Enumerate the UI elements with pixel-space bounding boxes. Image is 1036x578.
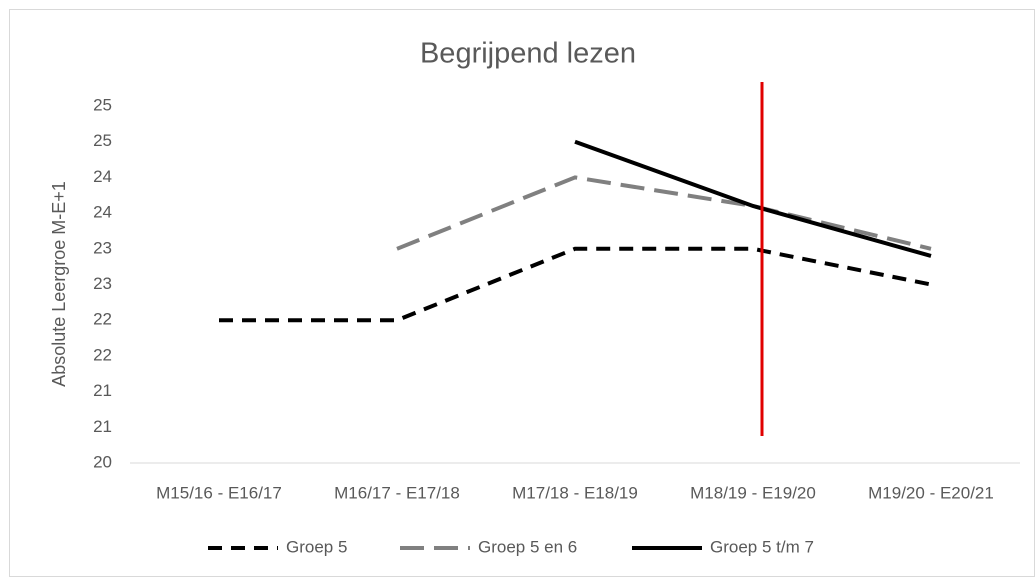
- y-tick-label: 23: [93, 238, 112, 257]
- chart-title: Begrijpend lezen: [420, 38, 636, 70]
- x-tick-label: M17/18 - E18/19: [512, 483, 638, 502]
- y-tick-label: 23: [93, 274, 112, 293]
- legend-label: Groep 5 en 6: [478, 537, 577, 556]
- series-line: [219, 246, 932, 323]
- y-tick-label: 21: [93, 417, 112, 436]
- y-tick-label: 24: [93, 167, 112, 186]
- y-tick-label: 22: [93, 310, 112, 329]
- series-line: [574, 139, 932, 258]
- y-axis-label: Absolute Leergroe M-E+1: [49, 181, 69, 387]
- y-tick-label: 25: [93, 131, 112, 150]
- y-tick-label: 25: [93, 95, 112, 114]
- y-tick-label: 22: [93, 345, 112, 364]
- legend-label: Groep 5 t/m 7: [710, 537, 814, 556]
- x-tick-label: M16/17 - E17/18: [334, 483, 460, 502]
- legend-label: Groep 5: [286, 537, 347, 556]
- chart-border: [9, 9, 1035, 577]
- x-tick-label: M18/19 - E19/20: [690, 483, 816, 502]
- y-tick-label: 21: [93, 381, 112, 400]
- series-line: [396, 175, 932, 251]
- y-tick-label: 24: [93, 203, 112, 222]
- y-tick-label: 20: [93, 452, 112, 471]
- x-tick-label: M19/20 - E20/21: [868, 483, 994, 502]
- x-tick-label: M15/16 - E16/17: [156, 483, 282, 502]
